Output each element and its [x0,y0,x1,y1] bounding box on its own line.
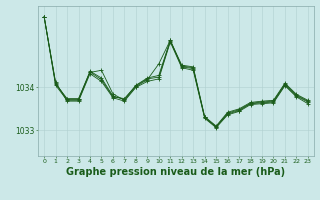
X-axis label: Graphe pression niveau de la mer (hPa): Graphe pression niveau de la mer (hPa) [67,167,285,177]
